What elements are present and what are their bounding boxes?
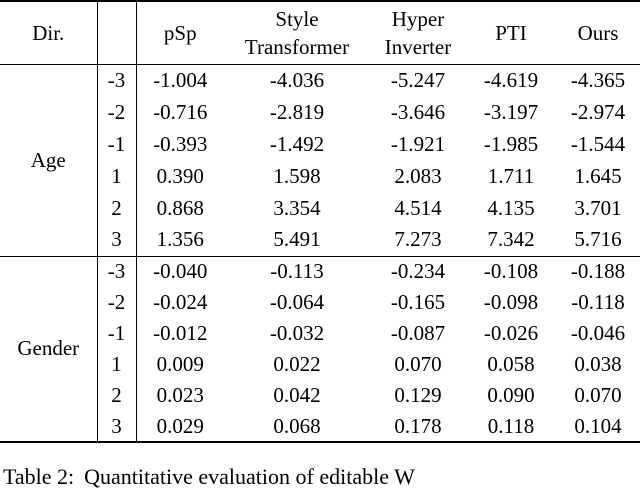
direction-step: 1: [97, 349, 137, 380]
direction-step: 3: [97, 411, 137, 442]
value-cell: -0.098: [483, 290, 539, 314]
value-cell: 5.716: [556, 224, 640, 257]
value-cell: -3.646: [390, 99, 446, 124]
table-row: -2 -0.716 -2.819 -3.646 -3.197 -2.974: [0, 96, 640, 128]
value-cell: -0.234: [390, 259, 446, 284]
value-cell: 1.598: [273, 163, 321, 188]
value-cell: 3.354: [273, 195, 321, 220]
header-ours: Ours: [556, 1, 640, 65]
value-cell: 0.129: [394, 383, 442, 407]
value-cell: -0.026: [483, 321, 539, 345]
header-psp: pSp: [136, 1, 224, 65]
value-cell: -0.113: [270, 259, 324, 284]
direction-step: -3: [97, 64, 137, 96]
value-cell: 4.514: [394, 195, 442, 220]
value-cell: 0.009: [156, 352, 204, 376]
value-cell: 0.022: [273, 352, 321, 376]
value-cell: 0.042: [273, 383, 321, 407]
value-cell: -0.087: [390, 321, 446, 345]
value-cell: 0.058: [487, 352, 535, 376]
value-cell: 0.390: [156, 163, 204, 188]
value-cell: 0.104: [574, 413, 622, 438]
table-caption: Table 2: Quantitative evaluation of edita…: [3, 464, 640, 490]
value-cell: 0.029: [156, 413, 204, 438]
value-cell: -0.040: [153, 259, 208, 284]
table-row: Gender -3 -0.040 -0.113 -0.234 -0.108 -0…: [0, 256, 640, 442]
row-group-label-age: Age: [0, 64, 98, 257]
value-cell: 1.356: [136, 224, 224, 257]
header-hyper-inverter: Hyper Inverter: [370, 1, 466, 65]
value-cell: -4.365: [570, 67, 626, 92]
quantitative-results-table: Dir. pSp Style Transformer Hyper Inverte…: [0, 0, 640, 443]
value-cell: -1.004: [153, 67, 208, 92]
value-cell: -3.197: [483, 99, 539, 124]
value-cell: 4.135: [487, 195, 535, 220]
value-cell: -5.247: [390, 67, 446, 92]
row-group-label-gender: Gender: [0, 256, 98, 442]
value-cell: 0.178: [394, 413, 442, 438]
value-cell: -0.032: [269, 321, 325, 345]
table-row: Age -3 -1.004 -4.036 -5.247 -4.619 -4.36…: [0, 64, 640, 257]
direction-step: -1: [97, 318, 137, 349]
value-cell: -0.118: [571, 290, 625, 314]
value-cell: -1.921: [390, 131, 446, 156]
value-cell: 0.070: [394, 352, 442, 376]
table-row: 3 0.029 0.068 0.178 0.118 0.104: [0, 411, 640, 442]
table-row: -2 -0.024 -0.064 -0.165 -0.098 -0.118: [0, 287, 640, 318]
header-direction: Dir.: [0, 1, 98, 65]
direction-step: 3: [97, 224, 137, 257]
table-row: 2 0.868 3.354 4.514 4.135 3.701: [0, 192, 640, 224]
value-cell: -0.024: [153, 290, 208, 314]
value-cell: -1.492: [269, 131, 325, 156]
table-row: -1 -0.393 -1.492 -1.921 -1.985 -1.544: [0, 128, 640, 160]
value-cell: -2.819: [269, 99, 325, 124]
value-cell: 1.645: [574, 163, 622, 188]
value-cell: 0.118: [487, 413, 535, 438]
direction-step: -3: [97, 256, 137, 287]
value-cell: -0.716: [153, 99, 208, 124]
value-cell: 0.038: [574, 352, 622, 376]
value-cell: -0.165: [390, 290, 446, 314]
value-cell: -0.393: [153, 131, 208, 156]
value-cell: -0.064: [269, 290, 325, 314]
header-step-empty: [97, 1, 137, 65]
value-cell: 1.711: [487, 163, 535, 188]
value-cell: -0.188: [570, 259, 626, 284]
table-header-row: Dir. pSp Style Transformer Hyper Inverte…: [0, 1, 640, 65]
table-row: 1 0.390 1.598 2.083 1.711 1.645: [0, 160, 640, 192]
value-cell: 7.342: [466, 224, 556, 257]
table-row: -1 -0.012 -0.032 -0.087 -0.026 -0.046: [0, 318, 640, 349]
value-cell: -4.036: [269, 67, 325, 92]
value-cell: 7.273: [370, 224, 466, 257]
table-row: 2 0.023 0.042 0.129 0.090 0.070: [0, 380, 640, 411]
caption-label: Table 2:: [3, 464, 75, 489]
value-cell: -2.974: [570, 99, 626, 124]
table-row: 3 1.356 5.491 7.273 7.342 5.716: [0, 224, 640, 257]
value-cell: 0.868: [156, 195, 204, 220]
value-cell: 3.701: [574, 195, 622, 220]
value-cell: -0.108: [483, 259, 539, 284]
value-cell: 5.491: [224, 224, 370, 257]
value-cell: -1.985: [483, 131, 539, 156]
value-cell: -0.012: [153, 321, 208, 345]
caption-text: Quantitative evaluation of editable W: [84, 464, 415, 489]
value-cell: 0.070: [574, 383, 622, 407]
direction-step: -2: [97, 287, 137, 318]
value-cell: -1.544: [570, 131, 626, 156]
direction-step: 2: [97, 380, 137, 411]
table-row: 1 0.009 0.022 0.070 0.058 0.038: [0, 349, 640, 380]
value-cell: 0.090: [487, 383, 535, 407]
direction-step: 1: [97, 160, 137, 192]
header-style-transformer: Style Transformer: [224, 1, 370, 65]
value-cell: 0.023: [156, 383, 204, 407]
value-cell: 0.068: [273, 413, 321, 438]
value-cell: -0.046: [570, 321, 626, 345]
value-cell: 2.083: [394, 163, 442, 188]
header-pti: PTI: [466, 1, 556, 65]
direction-step: -2: [97, 96, 137, 128]
value-cell: -4.619: [483, 67, 539, 92]
direction-step: -1: [97, 128, 137, 160]
direction-step: 2: [97, 192, 137, 224]
